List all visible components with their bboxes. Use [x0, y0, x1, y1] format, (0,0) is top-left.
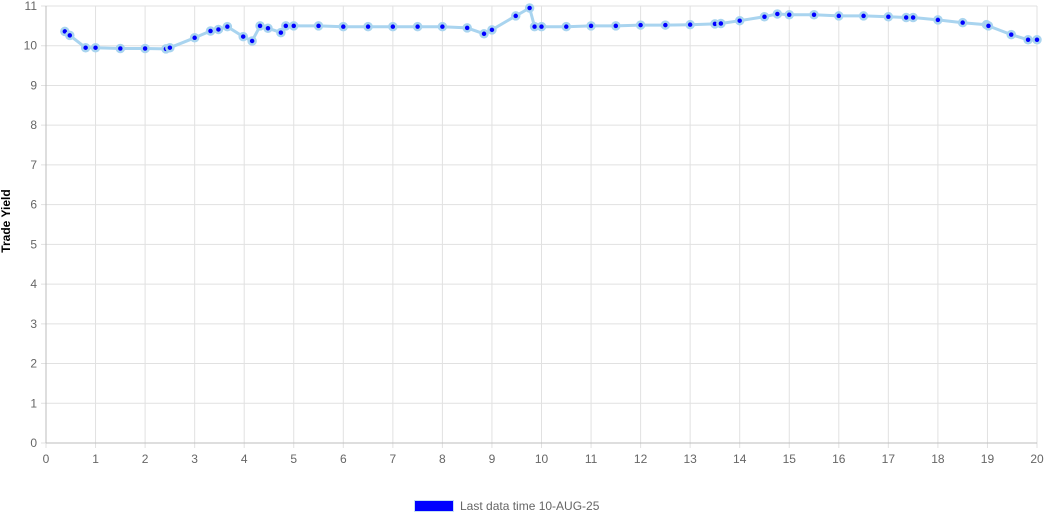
data-point[interactable] [933, 15, 943, 25]
data-point[interactable] [883, 11, 894, 22]
y-tick-label: 0 [30, 436, 37, 450]
y-tick-label: 4 [30, 277, 37, 291]
y-tick-label: 11 [25, 0, 38, 13]
x-tick-label: 7 [390, 452, 397, 466]
data-point[interactable] [222, 21, 233, 32]
x-tick-label: 11 [585, 452, 598, 466]
data-point[interactable] [586, 21, 596, 31]
x-tick-label: 15 [783, 452, 797, 466]
grid [41, 5, 1038, 448]
data-point[interactable] [281, 21, 291, 31]
data-point[interactable] [363, 21, 373, 32]
y-tick-label: 9 [30, 78, 37, 92]
x-tick-label: 3 [191, 452, 198, 466]
data-point[interactable] [734, 15, 745, 26]
x-tick-label: 9 [489, 452, 496, 466]
y-tick-label: 2 [30, 357, 37, 371]
data-point[interactable] [716, 18, 726, 29]
data-point[interactable] [524, 3, 535, 13]
legend[interactable]: Last data time 10-AUG-25 [414, 498, 599, 514]
y-tick-label: 10 [24, 39, 38, 53]
data-point[interactable] [561, 21, 572, 32]
data-point[interactable] [635, 20, 646, 30]
x-tick-label: 6 [340, 452, 347, 466]
x-tick-label: 17 [882, 452, 896, 466]
data-point[interactable] [809, 9, 819, 20]
data-point[interactable] [80, 42, 91, 53]
x-tick-label: 12 [634, 452, 648, 466]
series-points-group [60, 3, 1042, 54]
data-point[interactable] [1032, 35, 1042, 45]
legend-swatch [414, 500, 454, 512]
data-point[interactable] [338, 21, 349, 32]
data-point[interactable] [276, 27, 286, 38]
y-tick-label: 7 [30, 158, 37, 172]
x-tick-label: 2 [142, 452, 149, 466]
data-point[interactable] [908, 12, 918, 23]
data-point[interactable] [479, 29, 489, 39]
data-point[interactable] [759, 11, 770, 22]
x-tick-label: 20 [1030, 452, 1044, 466]
x-tick-label: 1 [92, 452, 99, 466]
data-point[interactable] [255, 21, 265, 31]
data-point[interactable] [437, 21, 448, 32]
data-point[interactable] [772, 9, 783, 19]
legend-label: Last data time 10-AUG-25 [460, 499, 600, 513]
y-tick-label: 3 [30, 317, 37, 331]
data-point[interactable] [858, 11, 869, 21]
data-point[interactable] [834, 11, 844, 21]
data-point[interactable] [660, 20, 671, 30]
data-point[interactable] [189, 33, 200, 43]
data-point[interactable] [247, 36, 257, 46]
data-point[interactable] [536, 21, 547, 32]
x-tick-label: 10 [535, 452, 549, 466]
x-tick-label: 19 [981, 452, 995, 466]
x-tick-label: 13 [683, 452, 697, 466]
y-axis-title: Trade Yield [0, 189, 13, 252]
data-point[interactable] [238, 31, 248, 42]
data-point[interactable] [510, 11, 521, 21]
y-tick-label: 5 [30, 237, 37, 251]
data-point[interactable] [784, 9, 794, 20]
x-tick-label: 16 [832, 452, 846, 466]
data-point[interactable] [115, 43, 126, 54]
x-tick-label: 14 [733, 452, 747, 466]
data-point[interactable] [205, 26, 216, 36]
x-tick-label: 8 [439, 452, 446, 466]
x-tick-label: 5 [290, 452, 297, 466]
y-tick-label: 8 [30, 118, 37, 132]
y-tick-label: 1 [30, 396, 37, 410]
data-point[interactable] [487, 25, 497, 35]
data-point[interactable] [313, 21, 324, 31]
data-point[interactable] [983, 21, 994, 31]
x-tick-label: 4 [241, 452, 248, 466]
data-point[interactable] [1023, 35, 1033, 45]
x-tick-label: 0 [43, 452, 50, 466]
data-point[interactable] [685, 19, 695, 30]
data-point[interactable] [388, 21, 398, 32]
x-tick-label: 18 [931, 452, 945, 466]
data-point[interactable] [213, 24, 224, 35]
y-tick-label: 6 [30, 198, 37, 212]
data-point[interactable] [1006, 29, 1016, 40]
data-point[interactable] [957, 17, 968, 28]
data-point[interactable] [140, 43, 150, 54]
data-point[interactable] [165, 42, 175, 53]
data-point[interactable] [289, 21, 299, 31]
data-point[interactable] [412, 21, 423, 32]
data-point[interactable] [263, 23, 273, 33]
data-point[interactable] [90, 42, 101, 53]
data-point[interactable] [65, 30, 75, 41]
data-point[interactable] [611, 21, 621, 31]
data-point[interactable] [462, 23, 472, 33]
